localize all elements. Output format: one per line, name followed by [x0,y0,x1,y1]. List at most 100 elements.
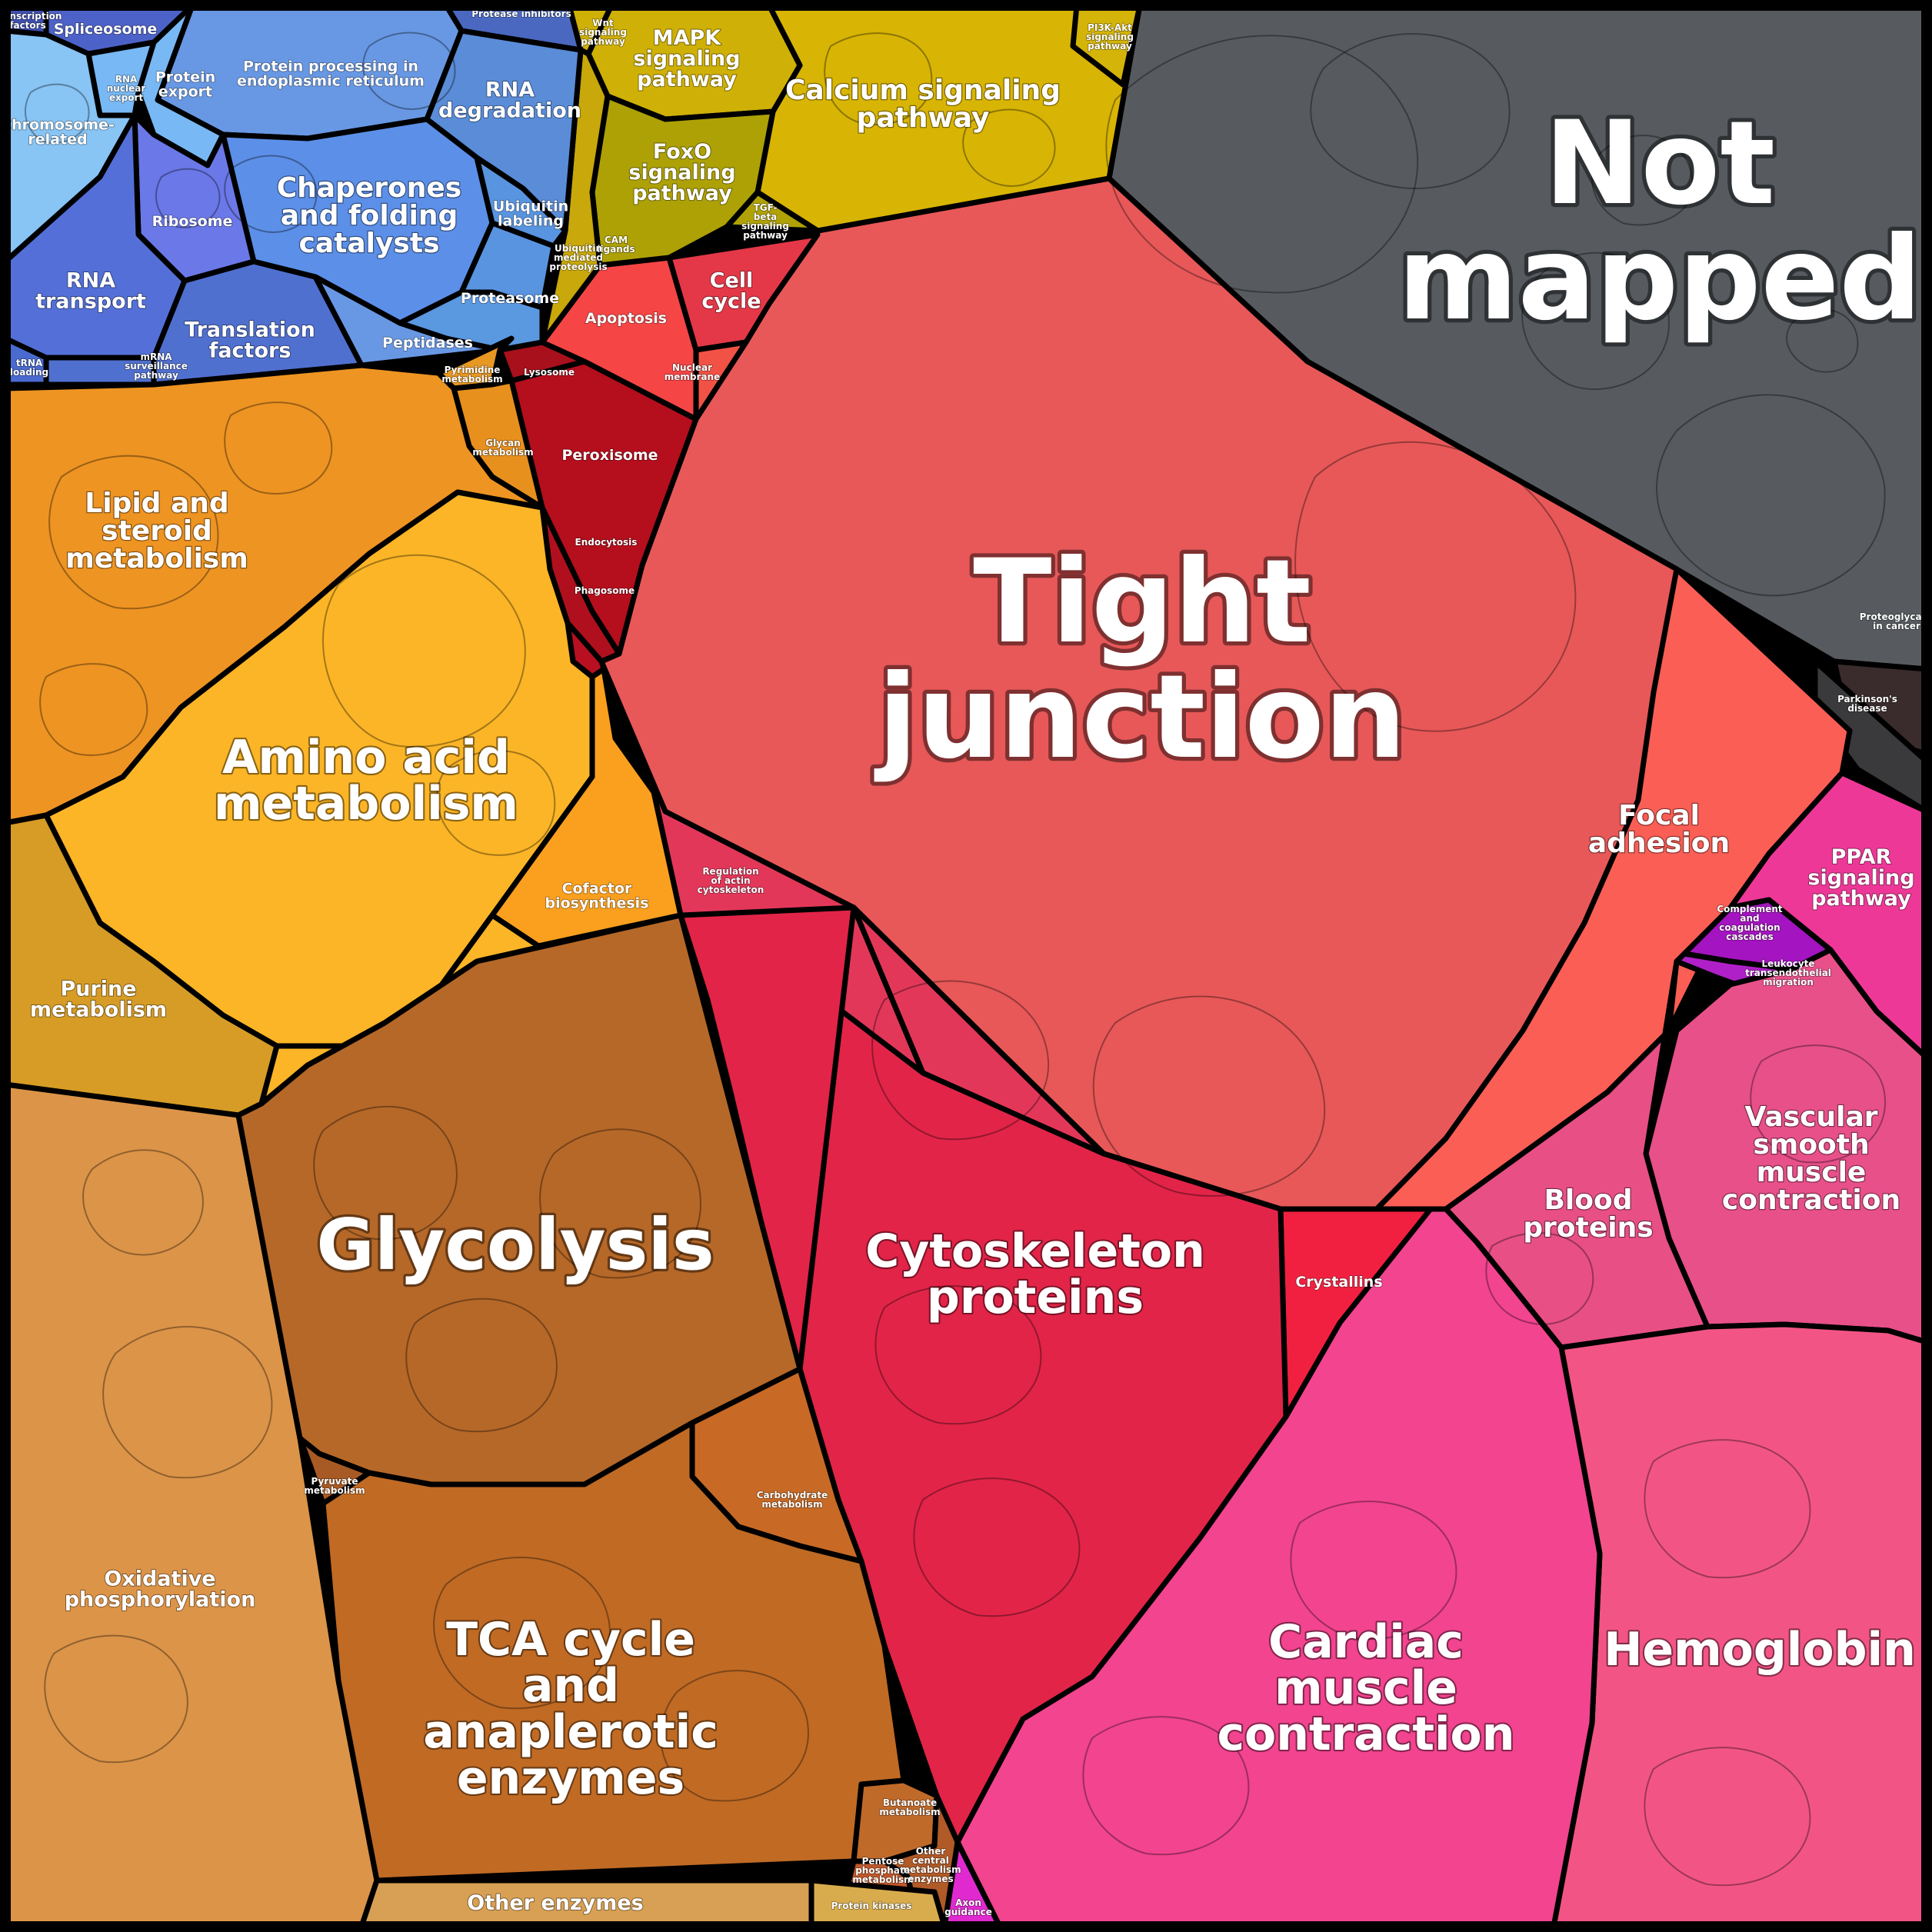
label-line: in cancer [1873,621,1920,631]
label-line: endoplasmic reticulum [237,72,425,89]
label-line: pathway [637,68,737,92]
label-line: Calcium signaling [785,75,1061,106]
labels: Tight junction Not mapped Glycolysis Cytos… [0,8,1932,1918]
label-peroxisome: Peroxisome [561,447,658,464]
label-calcium-signaling-pathway: Calcium signaling pathway [785,75,1061,134]
label-line: nuclear [107,83,146,94]
label-line: Protein kinases [831,1900,912,1911]
label-leukocyte-transendothelial-migration: Leukocyte transendothelial migration [1745,958,1831,988]
label-line: Ribosome [152,213,233,230]
label-line: Protein processing in [243,58,418,75]
label-line: factors [9,20,45,31]
label-line: PI3K-Akt [1088,22,1132,33]
label-line: proteins [927,1271,1144,1324]
label-hemoglobin: Hemoglobin [1604,1623,1916,1677]
label-line: anaplerotic [423,1705,718,1759]
label-line: Vascular [1745,1101,1878,1133]
label-line: enzymes [908,1874,953,1884]
label-line: pathway [134,370,178,381]
label-foxo-signaling-pathway: FoxO signaling pathway [628,140,735,205]
label-line: signaling [579,27,627,38]
label-line: metabolism [65,543,248,575]
label-line: TCA cycle [446,1613,695,1667]
label-purine-metabolism: Purine metabolism [30,977,167,1021]
label-line: metabolism [304,1485,365,1496]
label-line: metabolism [852,1874,913,1885]
label-line: and [1740,913,1759,924]
label-line: degradation [438,98,581,122]
cell-peptidases[interactable] [312,274,503,368]
label-line: phosphate [855,1865,911,1876]
cell-tgf-beta-signaling-pathway[interactable] [724,189,821,234]
label-line: Amino acid [222,731,510,784]
label-transcription-factors: Transcription factors [0,11,62,31]
label-endocytosis: Endocytosis [575,537,638,548]
label-line: metabolism [472,447,533,458]
label-line: beta [754,212,778,222]
cell-tca-cycle-and-anaplerotic-enzymes[interactable] [320,1420,907,1884]
label-line: Carbohydrate [757,1490,828,1501]
label-line: contraction [1722,1184,1900,1216]
label-line: Regulation [702,866,758,877]
label-line: Not [1544,97,1775,231]
label-cytoskeleton-proteins: Cytoskeleton proteins [865,1224,1205,1324]
label-line: Butanoate [883,1797,937,1808]
label-parkinsons-disease: Parkinson's disease [1837,694,1897,714]
label-line: tRNA [16,358,43,368]
label-line: Purine [60,977,136,1001]
label-trna-loading: tRNA loading [10,358,48,378]
label-line: signaling [633,47,740,71]
label-lysosome: Lysosome [524,367,575,378]
label-oxidative-phosphorylation: Oxidative phosphorylation [65,1567,256,1611]
label-cell-cycle: Cell cycle [701,268,761,313]
label-line: pathway [632,182,732,205]
label-other-central-metabolism-enzymes: Other central metabolism enzymes [900,1846,961,1884]
label-line: Axon [955,1897,981,1908]
label-line: Cardiac [1268,1615,1464,1669]
label-complement-and-coagulation-cascades: Complement and coagulation cascades [1717,904,1783,942]
label-line: export [109,92,144,103]
label-line: Glycolysis [316,1204,714,1286]
label-ubiquitin-labeling: Ubiquitin labeling [493,198,568,229]
label-line: steroid [102,515,212,547]
label-not-mapped: Not mapped [1397,97,1921,346]
label-line: pathway [581,36,625,47]
label-line: Nuclear [672,362,712,373]
label-proteoglycans-in-cancer: Proteoglycans in cancer [1860,611,1932,631]
label-line: mediated [554,252,603,263]
label-line: disease [1847,703,1887,714]
label-nuclear-membrane: Nuclear membrane [665,362,720,382]
label-line: Pentose [862,1856,904,1867]
label-line: Cytoskeleton [865,1224,1205,1278]
label-line: Cell [710,268,754,292]
label-line: surveillance [125,361,188,371]
label-butanoate-metabolism: Butanoate metabolism [879,1797,940,1817]
label-lipid-and-steroid-metabolism: Lipid and steroid metabolism [65,488,248,575]
label-line: Leukocyte [1761,958,1814,969]
label-translation-factors: Translation factors [185,318,315,362]
label-line: Protein [155,68,215,85]
label-line: metabolism [761,1499,822,1510]
label-line: Chaperones [277,172,462,204]
label-line: transendothelial [1745,968,1831,978]
label-line: signaling [1086,32,1134,42]
label-line: CAM [605,235,628,245]
label-line: cycle [701,289,761,313]
label-line: pathway [1088,41,1132,52]
label-spliceosome: Spliceosome [54,21,158,38]
label-tgf-beta-signaling-pathway: TGF-beta signaling pathway [741,202,789,241]
cell-nuclear-membrane[interactable] [693,339,749,422]
label-glycolysis: Glycolysis [316,1204,714,1286]
label-line: PPAR [1831,845,1892,869]
cell-cell-cycle[interactable] [666,232,821,353]
label-cam-ligands: CAM ligands [597,235,635,255]
label-line: Parkinson's [1837,694,1897,705]
label-blood-proteins: Blood proteins [1523,1184,1653,1244]
label-line: Phagosome [575,585,635,596]
label-line: Focal [1618,800,1700,831]
label-mapk-signaling-pathway: MAPK signaling pathway [633,26,740,92]
cell-cam-ligands[interactable] [539,47,611,345]
label-line: signaling [628,161,735,185]
